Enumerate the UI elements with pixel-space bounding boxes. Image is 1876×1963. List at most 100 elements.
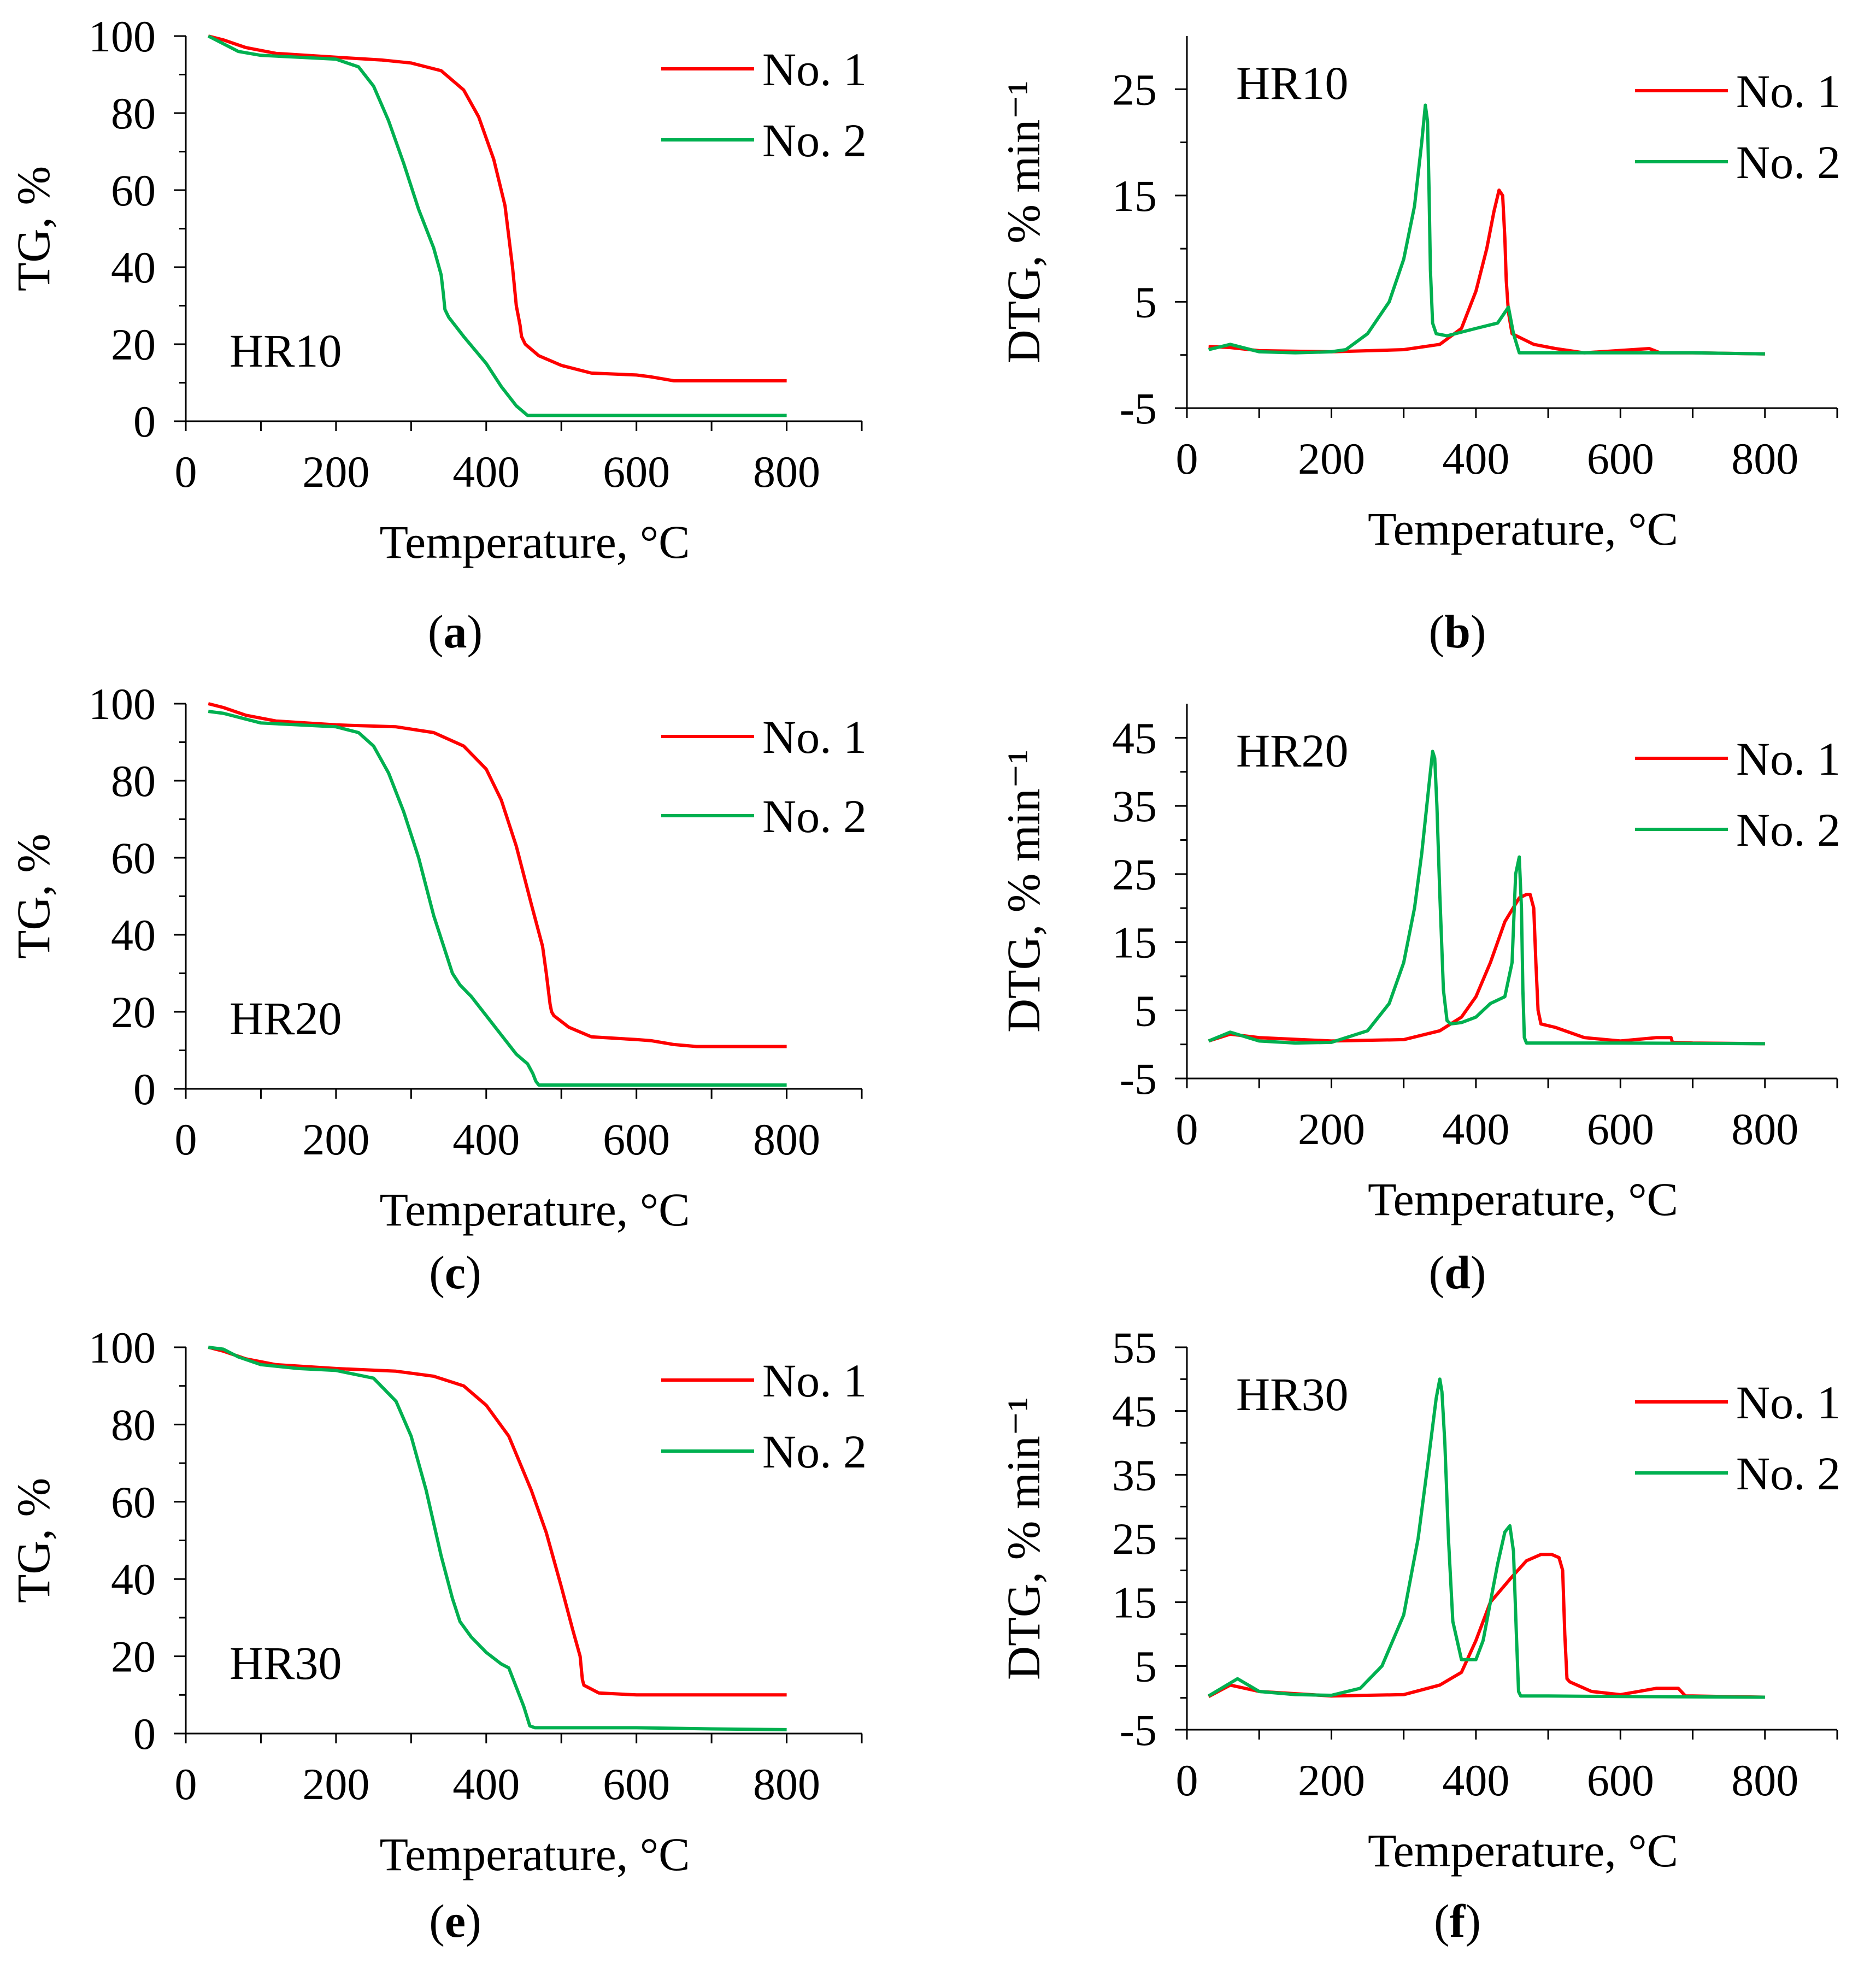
x-tick-label: 0 — [175, 1759, 197, 1809]
x-tick-label: 600 — [1587, 1104, 1654, 1154]
heating-rate-annotation: HR20 — [1236, 724, 1348, 777]
y-tick-label: 60 — [111, 166, 156, 215]
series-line-2 — [208, 710, 787, 1087]
y-tick-label: 100 — [89, 1323, 156, 1372]
y-tick-label: 25 — [1112, 1514, 1157, 1564]
heating-rate-annotation: HR20 — [230, 992, 342, 1045]
series-line-1 — [208, 702, 787, 1048]
y-tick-label: 25 — [1112, 850, 1157, 899]
series-line-1 — [1208, 188, 1765, 356]
y-tick-label: 5 — [1134, 986, 1157, 1035]
legend-label-1: No. 1 — [1736, 1376, 1840, 1429]
y-tick-label: 15 — [1112, 918, 1157, 968]
y-tick-label: 20 — [111, 987, 156, 1037]
x-tick-label: 800 — [753, 447, 820, 497]
x-axis-label: Temperature, °C — [379, 1183, 690, 1236]
y-tick-label: 15 — [1112, 1578, 1157, 1628]
legend-label-2: No. 2 — [1736, 1447, 1840, 1500]
x-tick-label: 400 — [1442, 1104, 1509, 1154]
y-tick-label: 35 — [1112, 1450, 1157, 1500]
legend-label-1: No. 1 — [762, 43, 867, 96]
x-tick-label: 800 — [753, 1115, 820, 1164]
y-tick-label: 35 — [1112, 781, 1157, 831]
panel-label: (d) — [1428, 1246, 1486, 1299]
x-tick-label: 400 — [452, 1115, 520, 1164]
y-tick-label: 100 — [89, 11, 156, 61]
y-tick-label: 25 — [1112, 64, 1157, 114]
panel-letter: d — [1444, 1246, 1471, 1299]
y-tick-label: 20 — [111, 320, 156, 369]
y-tick-label: 45 — [1112, 1387, 1157, 1436]
chart-panel-a: 0 20 40 60 80 100 0 200 400 600 800 Temperature, °C… — [7, 11, 867, 658]
series-line-1 — [208, 34, 787, 382]
heating-rate-annotation: HR30 — [230, 1637, 342, 1689]
y-axis-label: DTG, % min⁻¹ — [997, 81, 1050, 364]
y-tick-label: 100 — [89, 679, 156, 729]
x-tick-label: 200 — [1298, 1104, 1365, 1154]
y-tick-label: 20 — [111, 1632, 156, 1682]
y-tick-label: 60 — [111, 833, 156, 883]
legend-label-2: No. 2 — [762, 114, 867, 167]
panel-label: (b) — [1428, 605, 1486, 658]
y-axis-label: TG, % — [7, 1478, 60, 1603]
x-tick-label: 400 — [452, 1759, 520, 1809]
x-tick-label: 600 — [1587, 1755, 1654, 1805]
x-tick-label: 600 — [1587, 434, 1654, 484]
x-tick-label: 600 — [603, 1759, 670, 1809]
series-line-1 — [208, 1346, 787, 1697]
panel-label: (c) — [429, 1246, 481, 1299]
legend-label-1: No. 1 — [762, 711, 867, 763]
legend-label-1: No. 1 — [1736, 733, 1840, 785]
y-tick-label: 0 — [133, 1064, 156, 1114]
x-tick-label: 800 — [753, 1759, 820, 1809]
y-tick-label: 40 — [111, 1554, 156, 1604]
series-line-1 — [1208, 893, 1765, 1046]
y-tick-label: 40 — [111, 243, 156, 292]
y-tick-label: 80 — [111, 756, 156, 806]
x-tick-label: 0 — [175, 447, 197, 497]
x-tick-label: 0 — [175, 1115, 197, 1164]
series-line-2 — [207, 34, 787, 417]
x-tick-label: 200 — [1298, 434, 1365, 484]
y-tick-label: 5 — [1134, 277, 1157, 327]
chart-panel-e: 0 20 40 60 80 100 0 200 400 600 800 Temperature, °C… — [7, 1323, 867, 1947]
x-tick-label: 200 — [302, 447, 369, 497]
panel-letter: f — [1450, 1895, 1466, 1947]
y-tick-label: 0 — [133, 397, 156, 446]
x-tick-label: 800 — [1731, 1755, 1798, 1805]
x-tick-label: 400 — [1442, 1755, 1509, 1805]
panel-label: (a) — [428, 605, 483, 658]
legend-label-2: No. 2 — [762, 790, 867, 842]
series-line-2 — [1208, 1377, 1765, 1699]
heating-rate-annotation: HR10 — [1236, 57, 1348, 109]
x-axis-label: Temperature, °C — [379, 1828, 690, 1881]
y-tick-label: -5 — [1120, 384, 1157, 433]
y-axis-label: DTG, % min⁻¹ — [997, 750, 1050, 1033]
y-axis-label: TG, % — [7, 834, 60, 959]
x-tick-label: 400 — [452, 447, 520, 497]
x-tick-label: 800 — [1731, 434, 1798, 484]
x-axis-label: Temperature, °C — [1368, 1824, 1678, 1877]
series-line-2 — [1208, 103, 1765, 356]
x-tick-label: 200 — [302, 1115, 369, 1164]
x-axis-label: Temperature, °C — [379, 516, 690, 568]
chart-panel-d: -5 5 15 25 35 45 0 200 400 600 800 Temperature, °C D… — [997, 704, 1840, 1299]
legend-label-2: No. 2 — [1736, 136, 1840, 188]
y-tick-label: 80 — [111, 89, 156, 138]
heating-rate-annotation: HR30 — [1236, 1368, 1348, 1420]
x-tick-label: 600 — [603, 447, 670, 497]
legend-label-1: No. 1 — [762, 1354, 867, 1407]
panel-letter: a — [444, 605, 467, 658]
x-tick-label: 600 — [603, 1115, 670, 1164]
chart-panel-b: -5 5 15 25 0 200 400 600 800 Temperature, °C DTG, … — [997, 36, 1840, 658]
chart-panel-f: -5 5 15 25 35 45 55 0 200 400 600 800 Temperature, °… — [997, 1323, 1840, 1947]
series-line-2 — [208, 1346, 787, 1731]
y-tick-label: 80 — [111, 1400, 156, 1449]
y-axis-label: DTG, % min⁻¹ — [997, 1397, 1050, 1680]
x-tick-label: 0 — [1176, 1104, 1198, 1154]
panel-letter: c — [445, 1246, 466, 1299]
panel-letter: e — [445, 1895, 466, 1947]
x-tick-label: 0 — [1176, 1755, 1198, 1805]
y-tick-label: 40 — [111, 910, 156, 960]
